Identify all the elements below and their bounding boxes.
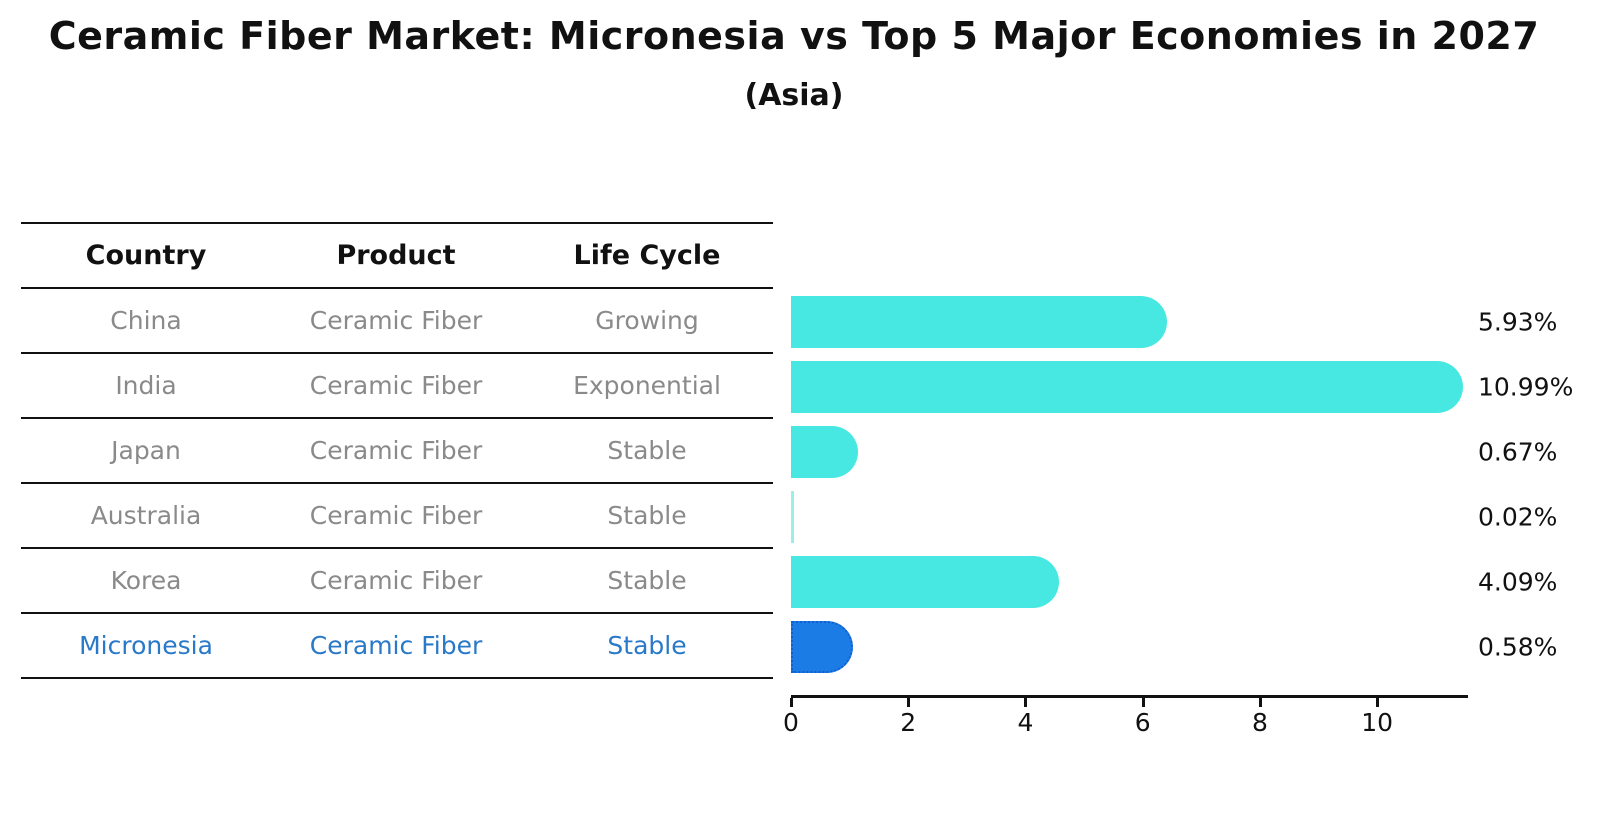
x-tick-label-0: 0 xyxy=(783,708,799,737)
cell-product: Ceramic Fiber xyxy=(309,436,483,465)
cell-country: Micronesia xyxy=(79,631,213,660)
value-label-india: 10.99% xyxy=(1478,372,1574,401)
x-tick-mark-2 xyxy=(907,698,911,707)
cell-country: Japan xyxy=(111,436,181,465)
column-header-product: Product xyxy=(336,240,456,271)
table-row-india: India Ceramic Fiber Exponential xyxy=(21,354,773,419)
x-tick-mark-6 xyxy=(1141,698,1145,707)
x-tick-mark-10 xyxy=(1376,698,1380,707)
x-tick-label-10: 10 xyxy=(1361,708,1394,737)
cell-country: Australia xyxy=(90,501,202,530)
cell-country: India xyxy=(115,371,177,400)
cell-life-cycle: Stable xyxy=(607,501,687,530)
cell-country: Korea xyxy=(110,566,182,595)
chart-title: Ceramic Fiber Market: Micronesia vs Top … xyxy=(48,14,1540,58)
cell-product: Ceramic Fiber xyxy=(309,566,483,595)
bar-japan xyxy=(791,425,859,478)
cell-life-cycle: Stable xyxy=(607,436,687,465)
cell-country: China xyxy=(110,306,182,335)
table-row-china: China Ceramic Fiber Growing xyxy=(21,289,773,354)
cell-product: Ceramic Fiber xyxy=(309,371,483,400)
table-row-micronesia: Micronesia Ceramic Fiber Stable xyxy=(21,614,773,679)
cell-life-cycle: Exponential xyxy=(573,371,721,400)
value-label-micronesia: 0.58% xyxy=(1478,632,1558,661)
x-axis-line xyxy=(791,695,1468,698)
x-tick-label-6: 6 xyxy=(1134,708,1151,737)
cell-product: Ceramic Fiber xyxy=(309,306,483,335)
cell-life-cycle: Stable xyxy=(607,566,687,595)
table-row-japan: Japan Ceramic Fiber Stable xyxy=(21,419,773,484)
x-tick-mark-8 xyxy=(1258,698,1262,707)
bar-australia xyxy=(791,490,794,543)
bar-china xyxy=(791,295,1167,348)
cell-product: Ceramic Fiber xyxy=(309,501,483,530)
table-row-australia: Australia Ceramic Fiber Stable xyxy=(21,484,773,549)
column-header-lifecycle: Life Cycle xyxy=(573,240,721,271)
x-tick-mark-4 xyxy=(1024,698,1028,707)
column-header-country: Country xyxy=(85,240,207,271)
value-label-australia: 0.02% xyxy=(1478,502,1558,531)
table-row-korea: Korea Ceramic Fiber Stable xyxy=(21,549,773,614)
x-tick-label-2: 2 xyxy=(900,708,917,737)
bar-india xyxy=(791,360,1464,413)
value-label-china: 5.93% xyxy=(1478,307,1558,336)
x-tick-label-8: 8 xyxy=(1251,708,1268,737)
cell-product: Ceramic Fiber xyxy=(309,631,483,660)
bar-micronesia xyxy=(791,620,853,673)
country-table: Country Product Life Cycle China Ceramic … xyxy=(21,222,773,679)
cell-life-cycle: Growing xyxy=(595,306,699,335)
value-label-japan: 0.67% xyxy=(1478,437,1558,466)
chart-subtitle: (Asia) xyxy=(744,78,844,113)
table-header-row: Country Product Life Cycle xyxy=(21,222,773,289)
cell-life-cycle: Stable xyxy=(607,631,687,660)
value-label-korea: 4.09% xyxy=(1478,567,1558,596)
x-tick-mark-0 xyxy=(790,698,793,707)
bar-korea xyxy=(791,555,1059,608)
x-tick-label-4: 4 xyxy=(1017,708,1034,737)
